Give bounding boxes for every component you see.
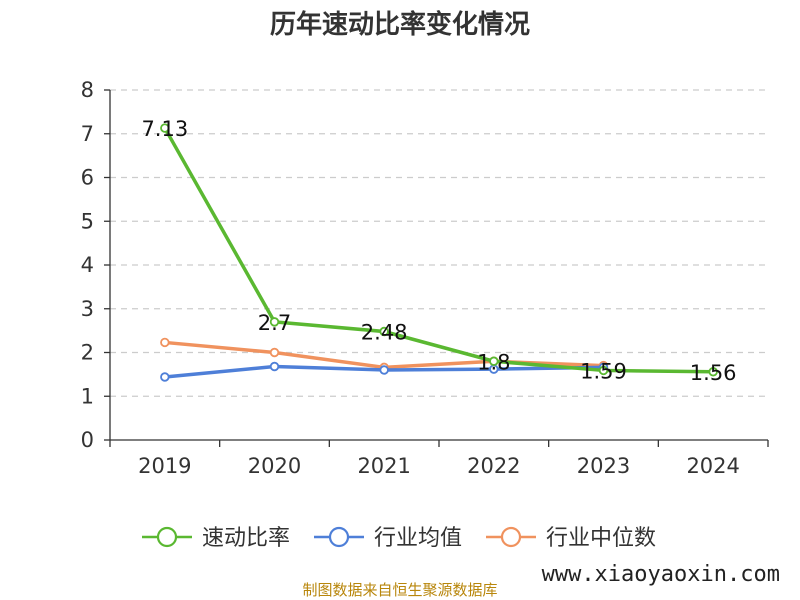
y-tick-label: 6 [81, 166, 94, 190]
axes [104, 89, 769, 447]
series-line [163, 127, 714, 374]
x-tick-label: 2019 [138, 454, 191, 478]
data-label: 7.13 [141, 117, 188, 141]
data-label: 2.48 [361, 321, 408, 345]
legend-label: 速动比率 [202, 526, 290, 551]
legend-marker [500, 526, 522, 548]
legend-label: 行业均值 [374, 526, 462, 551]
source-note: 制图数据来自恒生聚源数据库 [302, 581, 497, 599]
x-axis-ticks: 2019 2020 2021 2022 2023 2024 [138, 454, 740, 478]
y-tick-label: 4 [81, 253, 94, 277]
x-tick-label: 2024 [686, 454, 739, 478]
legend-marker [156, 526, 178, 548]
data-label: 1.8 [477, 350, 510, 374]
data-label: 2.7 [258, 311, 291, 335]
legend-marker [328, 526, 350, 548]
data-point [379, 326, 389, 337]
y-tick-label: 2 [81, 341, 94, 365]
data-point [598, 365, 609, 376]
data-point [489, 356, 499, 366]
x-tick-label: 2020 [248, 454, 301, 478]
data-point [269, 347, 280, 358]
y-tick-label: 5 [81, 209, 94, 233]
x-tick-label: 2021 [357, 454, 410, 478]
legend[interactable]: 速动比率 行业均值 行业中位数 [142, 526, 656, 551]
data-point [160, 123, 170, 133]
legend-item[interactable]: 速动比率 [142, 526, 290, 551]
grid-lines [110, 89, 768, 397]
legend-item[interactable]: 行业中位数 [486, 526, 656, 551]
data-point [269, 317, 280, 327]
legend-label: 行业中位数 [546, 526, 656, 551]
y-tick-label: 7 [81, 122, 94, 146]
data-point [160, 372, 170, 382]
chart-title: 历年速动比率变化情况 [270, 9, 530, 40]
series-group [160, 123, 718, 382]
y-tick-label: 3 [81, 297, 94, 321]
data-label: 1.59 [580, 359, 627, 383]
watermark: www.xiaoyaoxin.com [542, 562, 780, 587]
series-0 [160, 123, 718, 377]
y-tick-label: 1 [81, 384, 94, 408]
data-labels: 7.13 2.7 2.48 1.8 1.59 1.56 [141, 117, 736, 385]
series-1 [160, 361, 609, 382]
y-tick-label: 0 [81, 428, 94, 452]
data-label: 1.56 [690, 361, 737, 385]
legend-item[interactable]: 行业均值 [314, 526, 462, 551]
x-tick-label: 2022 [467, 454, 520, 478]
data-point [708, 367, 718, 377]
data-point [160, 337, 170, 348]
y-axis-ticks: 0 1 2 3 4 5 6 7 8 [81, 78, 94, 452]
data-point [379, 365, 389, 375]
x-tick-label: 2023 [577, 454, 630, 478]
data-point [269, 361, 280, 372]
y-tick-label: 8 [81, 78, 94, 102]
